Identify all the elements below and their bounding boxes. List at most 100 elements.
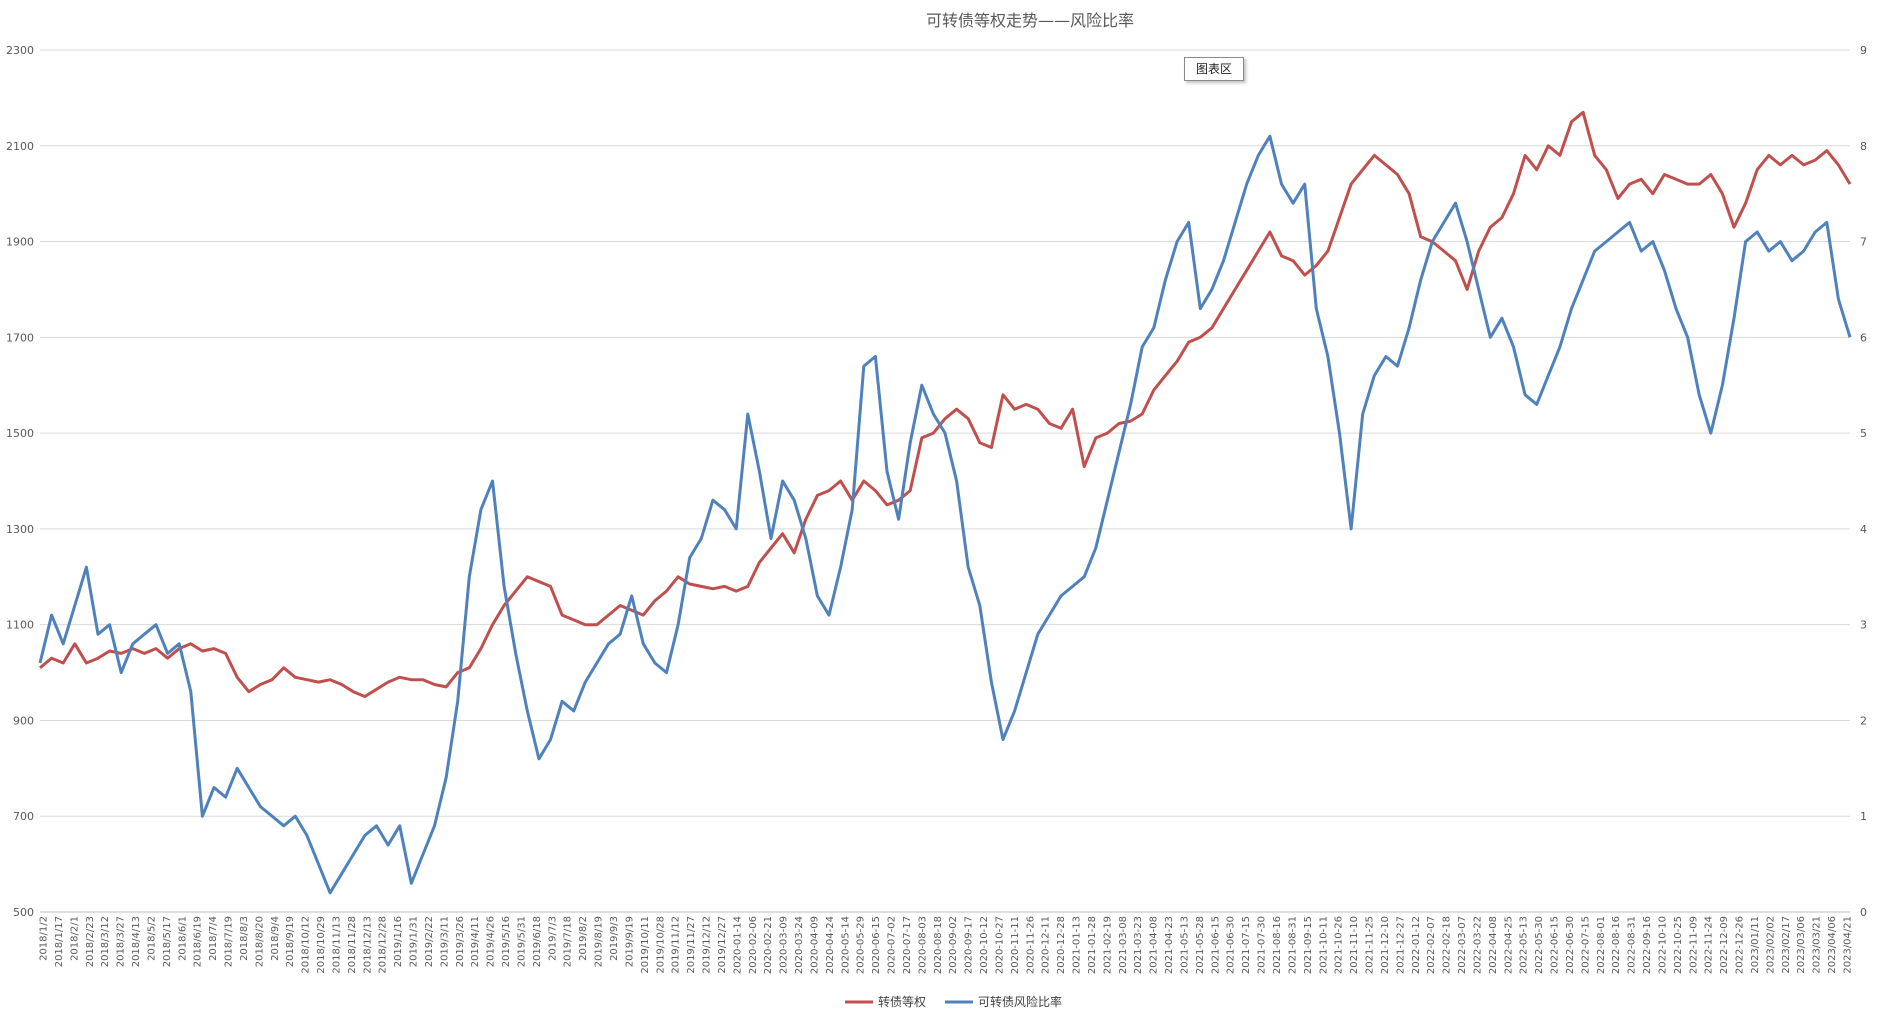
x-tick-label: 2019/10/11	[640, 916, 651, 974]
left-tick-label: 1500	[6, 427, 34, 440]
left-tick-label: 1300	[6, 523, 34, 536]
x-tick-label: 2020-07-17	[902, 916, 913, 974]
x-tick-label: 2019/1/16	[393, 916, 404, 967]
left-tick-label: 2100	[6, 140, 34, 153]
x-tick-label: 2022-11-09	[1688, 916, 1699, 974]
x-tick-label: 2023/04/21	[1843, 916, 1854, 974]
x-tick-label: 2019/5/16	[501, 916, 512, 967]
x-tick-label: 2020-08-18	[933, 916, 944, 974]
x-tick-label: 2022-09-16	[1642, 916, 1653, 974]
x-tick-label: 2018/12/28	[378, 916, 389, 974]
x-tick-label: 2021-09-15	[1303, 916, 1314, 974]
x-tick-label: 2018/10/29	[316, 916, 327, 974]
x-tick-label: 2021-08-31	[1287, 916, 1298, 974]
x-tick-label: 2022-05-30	[1534, 916, 1545, 974]
right-tick-label: 3	[1860, 619, 1867, 632]
x-tick-label: 2022-08-31	[1627, 916, 1638, 974]
x-tick-label: 2021-08-16	[1272, 916, 1283, 974]
left-y-axis: 500 700 900 1100 1300 1500 1700 1900 2100 2300	[6, 44, 34, 919]
x-tick-label: 2020-08-03	[917, 916, 928, 974]
x-tick-label: 2022-10-25	[1673, 916, 1684, 974]
x-tick-label: 2021-06-15	[1210, 916, 1221, 974]
x-axis: 2018/1/2 2018/1/17 2018/2/1 2018/2/23 2018/3…	[39, 911, 1854, 974]
x-tick-label: 2018/5/17	[162, 916, 173, 967]
x-tick-label: 2019/4/26	[486, 916, 497, 967]
x-tick-label: 2019/9/19	[624, 916, 635, 967]
x-tick-label: 2022-01-12	[1411, 916, 1422, 974]
x-tick-label: 2018/7/4	[208, 916, 219, 961]
x-tick-label: 2018/9/19	[285, 916, 296, 967]
x-tick-label: 2018/11/13	[331, 916, 342, 974]
x-tick-label: 2019/1/31	[409, 916, 420, 967]
x-tick-label: 2020-04-24	[825, 916, 836, 974]
x-tick-label: 2020-09-02	[948, 916, 959, 974]
x-tick-label: 2019/12/12	[702, 916, 713, 974]
x-tick-label: 2020-05-29	[856, 916, 867, 974]
x-tick-label: 2020-10-12	[979, 916, 990, 974]
series-line-fengxian-bilv	[38, 134, 1852, 895]
x-tick-label: 2019/9/3	[609, 916, 620, 961]
x-tick-label: 2021-01-13	[1072, 916, 1083, 974]
right-tick-label: 2	[1860, 714, 1867, 727]
x-tick-label: 2019/6/18	[532, 916, 543, 967]
x-tick-label: 2020-01-14	[732, 916, 743, 974]
x-tick-label: 2021-10-11	[1318, 916, 1329, 974]
left-tick-label: 1100	[6, 619, 34, 632]
x-tick-label: 2020-03-24	[794, 916, 805, 974]
x-tick-label: 2021-05-13	[1179, 916, 1190, 974]
x-tick-label: 2022-12-26	[1735, 916, 1746, 974]
right-tick-label: 4	[1860, 523, 1867, 536]
x-tick-label: 2020-12-11	[1041, 916, 1052, 974]
x-tick-label: 2018/12/13	[362, 916, 373, 974]
legend-label: 可转债风险比率	[978, 994, 1062, 1009]
right-tick-label: 5	[1860, 427, 1867, 440]
x-tick-label: 2019/5/31	[516, 916, 527, 967]
x-tick-label: 2022-08-16	[1611, 916, 1622, 974]
legend: 转债等权 可转债风险比率	[845, 994, 1062, 1009]
x-tick-label: 2022-12-09	[1719, 916, 1730, 974]
x-tick-label: 2019/8/19	[594, 916, 605, 967]
right-y-axis: 0 1 2 3 4 5 6 7 8 9	[1860, 44, 1867, 919]
x-tick-label: 2023/01/11	[1750, 916, 1761, 974]
x-tick-label: 2021-05-28	[1195, 916, 1206, 974]
x-tick-label: 2020-02-21	[763, 916, 774, 974]
x-tick-label: 2022-02-07	[1426, 916, 1437, 974]
x-tick-label: 2020-09-17	[964, 916, 975, 974]
x-tick-label: 2022-06-30	[1565, 916, 1576, 974]
x-tick-label: 2018/11/28	[347, 916, 358, 974]
x-tick-label: 2020-02-06	[748, 916, 759, 974]
x-tick-label: 2019/4/11	[470, 916, 481, 967]
x-tick-label: 2022-06-15	[1550, 916, 1561, 974]
x-tick-label: 2018/8/20	[254, 916, 265, 967]
x-tick-label: 2021-04-23	[1164, 916, 1175, 974]
x-tick-label: 2022-05-13	[1519, 916, 1530, 974]
x-tick-label: 2019/8/2	[578, 916, 589, 961]
x-tick-label: 2021-12-10	[1380, 916, 1391, 974]
left-tick-label: 2300	[6, 44, 34, 57]
x-tick-label: 2020-03-09	[779, 916, 790, 974]
x-tick-label: 2018/3/27	[116, 916, 127, 967]
x-tick-label: 2020-04-09	[809, 916, 820, 974]
x-tick-label: 2022-04-08	[1488, 916, 1499, 974]
x-tick-label: 2021-03-08	[1118, 916, 1129, 974]
x-tick-label: 2021-02-19	[1102, 916, 1113, 974]
x-tick-label: 2019/3/26	[455, 916, 466, 967]
x-tick-label: 2023/04/06	[1827, 916, 1838, 974]
x-tick-label: 2018/5/2	[146, 916, 157, 961]
x-tick-label: 2021-12-27	[1395, 916, 1406, 974]
left-tick-label: 500	[13, 906, 34, 919]
x-tick-label: 2019/2/22	[424, 916, 435, 967]
x-tick-label: 2021-03-23	[1133, 916, 1144, 974]
x-tick-label: 2023/02/17	[1781, 916, 1792, 974]
x-tick-label: 2019/7/3	[547, 916, 558, 961]
right-tick-label: 6	[1860, 331, 1867, 344]
x-tick-label: 2020-05-14	[840, 916, 851, 974]
x-tick-label: 2021-07-30	[1257, 916, 1268, 974]
x-tick-label: 2021-04-08	[1149, 916, 1160, 974]
x-tick-label: 2020-06-15	[871, 916, 882, 974]
x-tick-label: 2022-10-10	[1657, 916, 1668, 974]
x-tick-label: 2021-10-26	[1334, 916, 1345, 974]
series-layer	[38, 110, 1852, 895]
x-tick-label: 2021-01-28	[1087, 916, 1098, 974]
